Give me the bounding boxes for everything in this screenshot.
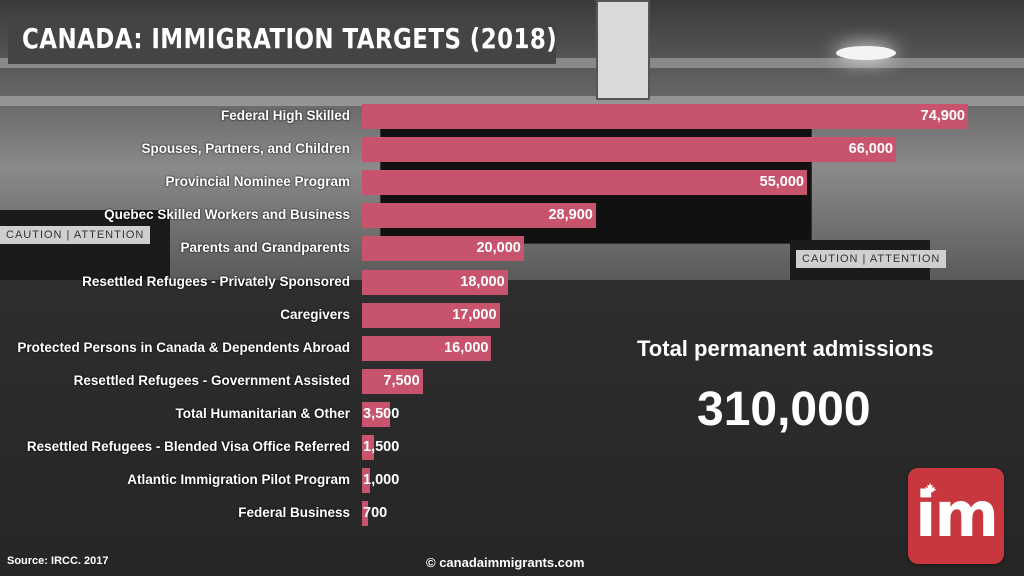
category-label: Resettled Refugees - Blended Visa Office… xyxy=(26,439,350,454)
bar-value-label: 74,900 xyxy=(920,108,965,124)
bar-value-label: 16,000 xyxy=(444,339,489,356)
bar xyxy=(362,368,423,394)
category-label: Federal High Skilled xyxy=(220,108,350,123)
bar xyxy=(362,501,368,527)
title-box xyxy=(8,16,556,64)
ceiling-stripe xyxy=(0,96,1024,106)
bar xyxy=(362,335,492,361)
bar-value-label: 66,000 xyxy=(848,141,893,158)
bar xyxy=(362,137,896,163)
bar xyxy=(362,236,524,262)
category-label: Provincial Nominee Program xyxy=(165,174,350,190)
bar-value-label: 17,000 xyxy=(452,306,497,323)
bar-value-label: 1,500 xyxy=(363,439,400,455)
bar xyxy=(362,302,500,328)
bar-value-label: 20,000 xyxy=(476,240,521,257)
caution-strip: CAUTION | ATTENTION xyxy=(796,250,947,268)
bar-value-label: 1,000 xyxy=(363,472,400,489)
bar xyxy=(362,435,375,460)
category-label: Atlantic Immigration Pilot Program xyxy=(127,472,350,488)
bar xyxy=(362,269,508,295)
bar-value-label: 7,500 xyxy=(383,372,420,389)
bar-value-label: 55,000 xyxy=(759,174,804,191)
source-note: Source: IRCC. 2017 xyxy=(7,555,109,567)
total-label: Total permanent admissions xyxy=(637,336,934,361)
category-label: Total Humanitarian & Other xyxy=(175,405,350,421)
website-credit: © canadaimmigrants.com xyxy=(426,555,585,570)
category-label: Spouses, Partners, and Children xyxy=(141,141,350,157)
category-label: Parents and Grandparents xyxy=(180,240,350,256)
caution-strip: CAUTION | ATTENTION xyxy=(0,226,151,244)
chart-title: CANADA: IMMIGRATION TARGETS (2018) xyxy=(22,22,558,55)
bar xyxy=(362,104,968,129)
exit-sign xyxy=(596,0,650,100)
logo-text: im xyxy=(915,478,999,551)
bar-value-label: 18,000 xyxy=(460,273,505,290)
maple-leaf-icon xyxy=(923,482,937,496)
logo: im xyxy=(908,468,1004,564)
ceiling-lamp xyxy=(836,46,896,60)
bar xyxy=(362,203,596,229)
bar xyxy=(362,468,371,494)
wall-panel xyxy=(0,210,170,280)
bar-value-label: 28,900 xyxy=(548,207,593,224)
category-label: Resettled Refugees - Privately Sponsored xyxy=(82,273,350,289)
category-label: Protected Persons in Canada & Dependents… xyxy=(17,339,350,355)
category-label: Quebec Skilled Workers and Business xyxy=(104,207,350,223)
total-value: 310,000 xyxy=(697,383,871,436)
bar xyxy=(362,170,807,196)
bar xyxy=(362,401,391,427)
category-label: Federal Business xyxy=(238,505,350,521)
lower-band xyxy=(0,280,1024,576)
bar-value-label: 700 xyxy=(363,505,388,522)
category-label: Caregivers xyxy=(280,306,350,322)
category-label: Resettled Refugees - Government Assisted xyxy=(73,372,350,388)
bar-value-label: 3,500 xyxy=(363,405,400,422)
